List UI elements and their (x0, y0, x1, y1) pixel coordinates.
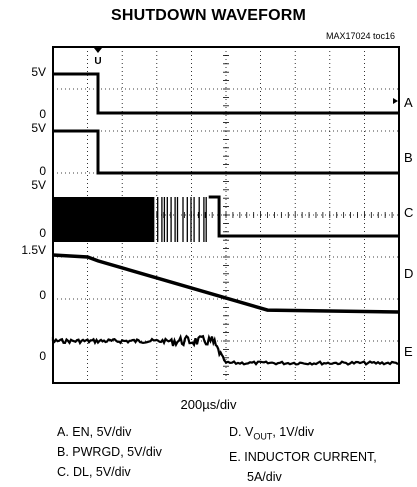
level-marker-a (393, 98, 398, 104)
legend-item-a: A. EN, 5V/div (57, 425, 132, 439)
trace-d-vout (52, 253, 400, 314)
tick-label-c-zero: 0 (39, 226, 46, 240)
traces (51, 72, 400, 366)
trace-c-dl-switching (53, 197, 154, 242)
channel-label-c: C (404, 205, 414, 220)
trace-a-en (53, 72, 399, 115)
legend-item-e-scale: 5A/div (247, 469, 282, 484)
tick-label-c-high: 5V (31, 178, 46, 192)
trace-c-dl-tail (153, 197, 207, 242)
legend-item-b: B. PWRGD, 5V/div (57, 445, 162, 459)
trace-e-inductor-current (51, 333, 399, 366)
trace-c-dl-end (208, 195, 399, 238)
legend-right: D. VOUT, 1V/div E. INDUCTOR CURRENT, 5A/… (229, 422, 377, 487)
x-axis-label: 200µs/div (180, 397, 237, 412)
tick-label-b-high: 5V (31, 121, 46, 135)
legend-left: A. EN, 5V/div B. PWRGD, 5V/div C. DL, 5V… (57, 422, 162, 482)
trigger-label: U (94, 56, 101, 67)
tick-label-a-high: 5V (31, 65, 46, 79)
tick-label-a-zero: 0 (39, 107, 46, 121)
figure-id: MAX17024 toc16 (325, 31, 395, 41)
channel-label-a: A (404, 95, 413, 110)
channel-label-b: B (404, 150, 413, 165)
channel-label-d: D (404, 266, 414, 281)
trace-b-pwrgd (53, 129, 399, 175)
legend-item-c: C. DL, 5V/div (57, 465, 131, 479)
channel-label-e: E (404, 344, 413, 359)
markers: U (93, 48, 398, 104)
legend-item-d: D. VOUT, 1V/div (229, 425, 314, 442)
tick-label-d-high: 1.5V (21, 243, 46, 257)
tick-label-b-zero: 0 (39, 164, 46, 178)
chart-title: SHUTDOWN WAVEFORM (110, 7, 307, 24)
tick-label-d-zero: 0 (39, 288, 46, 302)
tick-label-e-zero: 0 (39, 349, 46, 363)
trigger-marker (93, 48, 102, 53)
legend-item-e: E. INDUCTOR CURRENT, (229, 449, 377, 464)
